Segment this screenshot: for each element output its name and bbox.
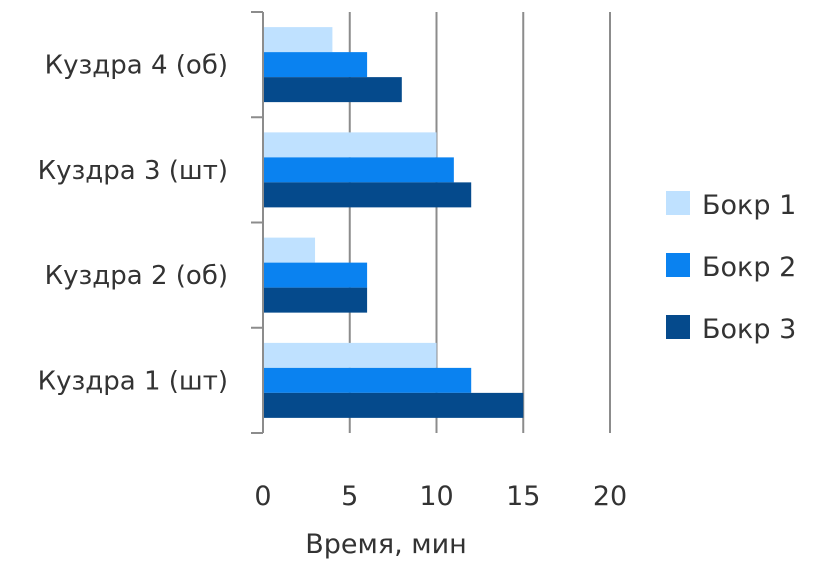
bar bbox=[263, 237, 316, 263]
bar bbox=[263, 157, 454, 183]
bar bbox=[263, 367, 472, 393]
x-tick-label: 5 bbox=[341, 481, 358, 512]
legend-swatch bbox=[666, 315, 690, 339]
bars bbox=[263, 27, 524, 418]
bar bbox=[263, 262, 368, 288]
x-tick-label: 10 bbox=[419, 481, 453, 512]
bar bbox=[263, 342, 437, 368]
category-label: Куздра 3 (шт) bbox=[38, 156, 228, 186]
bar bbox=[263, 392, 524, 418]
x-tick-label: 20 bbox=[593, 481, 627, 512]
x-tick-label: 0 bbox=[254, 481, 271, 512]
legend-label: Бокр 2 bbox=[702, 252, 796, 283]
category-label: Куздра 1 (шт) bbox=[38, 366, 228, 396]
bar bbox=[263, 182, 472, 208]
legend-label: Бокр 1 bbox=[702, 190, 796, 221]
legend-label: Бокр 3 bbox=[702, 314, 796, 345]
legend-swatch bbox=[666, 253, 690, 277]
x-tick-labels: 0 5 10 15 20 bbox=[254, 481, 627, 512]
bar bbox=[263, 27, 333, 53]
bar bbox=[263, 52, 368, 78]
category-label: Куздра 4 (об) bbox=[45, 51, 228, 81]
x-tick-label: 15 bbox=[506, 481, 540, 512]
legend: Бокр 1 Бокр 2 Бокр 3 bbox=[666, 190, 796, 345]
category-axis bbox=[251, 11, 264, 434]
legend-swatch bbox=[666, 191, 690, 215]
category-label: Куздра 2 (об) bbox=[45, 261, 228, 291]
bar bbox=[263, 287, 368, 313]
bar bbox=[263, 132, 437, 158]
category-labels: Куздра 1 (шт) Куздра 2 (об) Куздра 3 (шт) К… bbox=[38, 51, 228, 397]
bar bbox=[263, 77, 402, 103]
x-axis-title: Время, мин bbox=[305, 529, 467, 560]
